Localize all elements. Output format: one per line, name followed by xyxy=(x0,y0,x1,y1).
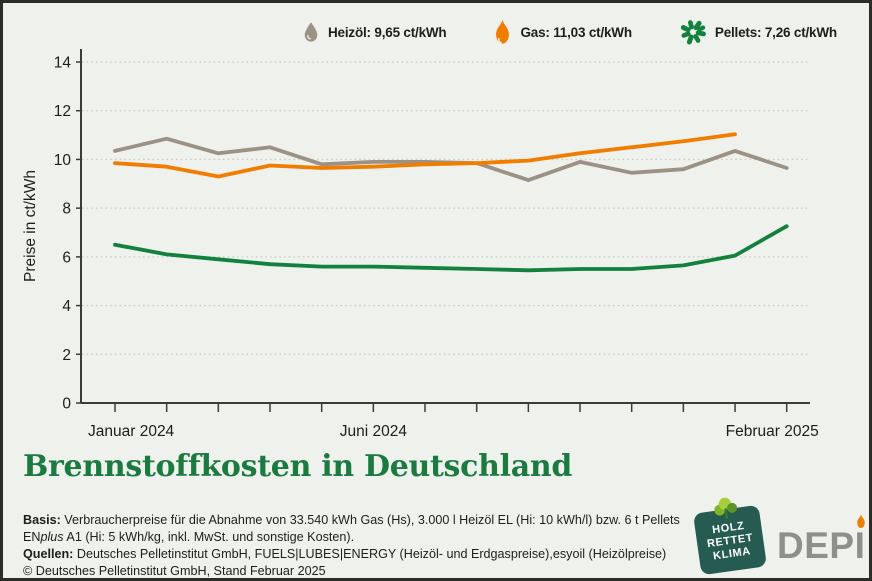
basis-text-italic: plus xyxy=(40,530,64,545)
legend: Heizöl: 9,65 ct/kWh Gas: 11,03 ct/kWh xyxy=(301,17,837,47)
quellen-label: Quellen: xyxy=(23,547,74,562)
holz-rettet-klima-logo: HOLZ RETTET KLIMA xyxy=(693,497,767,576)
y-tick-label: 14 xyxy=(54,55,72,72)
basis-note: Basis: Verbraucherpreise für die Abnahme… xyxy=(23,512,691,546)
quellen-text: Deutsches Pelletinstitut GmbH, FUELS|LUB… xyxy=(73,547,667,562)
series-line-heizl xyxy=(113,136,789,183)
legend-label-pellets: Pellets: 7,26 ct/kWh xyxy=(714,24,837,40)
y-tick-label: 0 xyxy=(62,396,71,413)
legend-label-heizoel: Heizöl: 9,65 ct/kWh xyxy=(328,24,447,40)
depi-letter-i: I xyxy=(854,514,866,566)
chart-canvas: 0 2 4 6 8 10 12 14 Januar 2024 Juni 2024 Februar 2… xyxy=(22,49,819,440)
copyright-note: © Deutsches Pelletinstitut GmbH, Stand F… xyxy=(23,564,326,579)
legend-item-gas: Gas: 11,03 ct/kWh xyxy=(492,19,632,46)
tree-icon xyxy=(714,497,738,520)
y-tick-label: 12 xyxy=(54,103,71,120)
legend-label-gas: Gas: 11,03 ct/kWh xyxy=(520,24,632,40)
depi-logo: DEPI xyxy=(777,514,866,566)
legend-item-pellets: Pellets: 7,26 ct/kWh xyxy=(678,17,837,47)
page-title: Brennstoffkosten in Deutschland xyxy=(23,449,573,484)
basis-label: Basis: xyxy=(23,513,61,527)
y-axis-title: Preise in ct/kWh xyxy=(22,170,39,282)
y-tick-label: 6 xyxy=(62,249,71,266)
series-line-pellets xyxy=(113,224,789,273)
basis-text-2a: EN xyxy=(23,530,41,545)
depi-flame-icon xyxy=(856,514,865,528)
basis-text-2b: A1 (Hi: 5 kWh/kg, inkl. MwSt. und sonsti… xyxy=(63,530,355,545)
flame-icon xyxy=(496,19,510,44)
y-tick-label: 8 xyxy=(62,201,71,218)
x-tick-label: Januar 2024 xyxy=(88,423,175,440)
footer-notes: Basis: Verbraucherpreise für die Abnahme… xyxy=(23,512,691,579)
legend-item-heizoel: Heizöl: 9,65 ct/kWh xyxy=(301,20,447,44)
y-tick-label: 4 xyxy=(62,298,71,315)
hrk-logo-text: HOLZ RETTET KLIMA xyxy=(695,518,766,566)
x-tick-label: Juni 2024 xyxy=(340,423,408,440)
basis-text-1: Verbraucherpreise für die Abnahme von 33… xyxy=(60,513,680,527)
series-line-gas xyxy=(113,132,737,179)
depi-i-glyph: I xyxy=(854,525,866,566)
depi-letters: DEP xyxy=(777,525,855,566)
y-tick-label: 2 xyxy=(62,347,71,364)
pellets-icon xyxy=(680,20,706,45)
y-tick-label: 10 xyxy=(54,152,72,169)
quellen-note: Quellen: Deutsches Pelletinstitut GmbH, … xyxy=(23,546,691,563)
x-tick-label: Februar 2025 xyxy=(726,423,819,440)
oil-drop-icon xyxy=(304,22,318,42)
